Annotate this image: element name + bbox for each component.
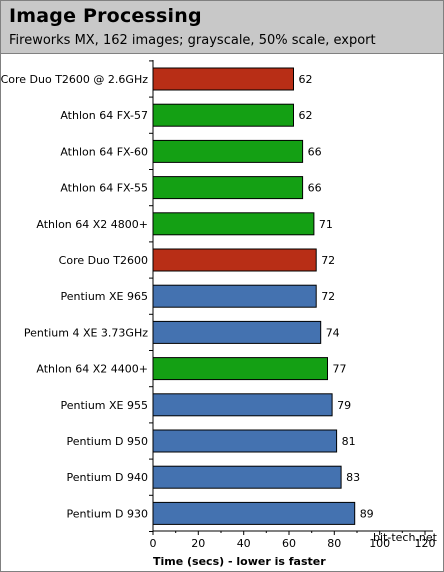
- data-label: 66: [308, 145, 322, 158]
- category-label: Pentium XE 955: [60, 399, 148, 412]
- x-tick-label: 0: [150, 537, 157, 550]
- category-label: Athlon 64 FX-55: [60, 182, 148, 195]
- x-tick-label: 40: [237, 537, 251, 550]
- bar: [152, 103, 294, 127]
- bar: [152, 320, 322, 344]
- category-label: Pentium XE 965: [60, 290, 148, 303]
- bar: [152, 393, 333, 417]
- bar: [152, 212, 315, 236]
- data-label: 74: [326, 326, 340, 339]
- bar: [152, 429, 338, 453]
- x-tick-label: 100: [369, 537, 390, 550]
- x-tick-label: 20: [191, 537, 205, 550]
- bar: [152, 139, 304, 163]
- category-label: Core Duo T2600 @ 2.6GHz: [1, 73, 149, 86]
- bar: [152, 284, 317, 308]
- category-label: Athlon 64 FX-60: [60, 145, 148, 158]
- data-label: 77: [333, 363, 347, 376]
- chart-title: Image Processing: [9, 5, 202, 27]
- category-label: Pentium D 950: [67, 435, 149, 448]
- bar: [152, 248, 317, 272]
- bar: [152, 501, 356, 525]
- category-label: Pentium D 940: [67, 471, 149, 484]
- data-label: 66: [308, 182, 322, 195]
- category-label: Pentium 4 XE 3.73GHz: [24, 326, 148, 339]
- category-label: Pentium D 930: [67, 507, 149, 520]
- bar: [152, 357, 328, 381]
- category-label: Core Duo T2600: [59, 254, 148, 267]
- data-label: 72: [321, 254, 335, 267]
- x-tick-label: 120: [415, 537, 436, 550]
- data-label: 62: [299, 109, 313, 122]
- category-label: Athlon 64 X2 4800+: [36, 218, 148, 231]
- watermark: bit-tech.net: [373, 531, 438, 544]
- category-label: Athlon 64 FX-57: [60, 109, 148, 122]
- category-label: Athlon 64 X2 4400+: [36, 363, 148, 376]
- data-label: 71: [319, 218, 333, 231]
- chart-header: Image Processing Fireworks MX, 162 image…: [1, 1, 443, 54]
- x-tick-label: 80: [327, 537, 341, 550]
- bar: [152, 176, 304, 200]
- bar: [152, 67, 294, 91]
- x-tick-label: 60: [282, 537, 296, 550]
- data-label: 83: [346, 471, 360, 484]
- bar: [152, 465, 342, 489]
- data-label: 62: [299, 73, 313, 86]
- data-label: 79: [337, 399, 351, 412]
- data-label: 72: [321, 290, 335, 303]
- chart-subtitle: Fireworks MX, 162 images; grayscale, 50%…: [9, 33, 376, 48]
- x-axis-label: Time (secs) - lower is faster: [153, 555, 326, 568]
- data-label: 81: [342, 435, 356, 448]
- data-label: 89: [360, 507, 374, 520]
